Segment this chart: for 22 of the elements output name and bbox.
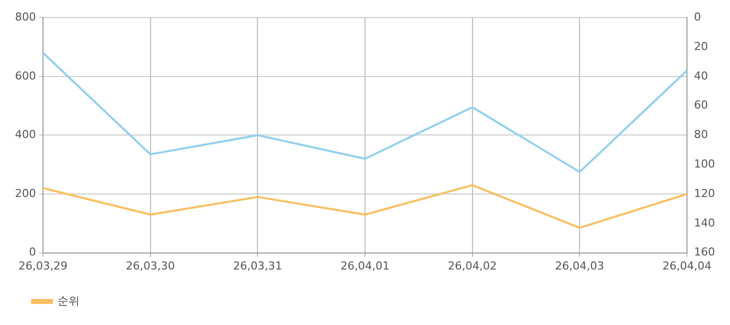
x-tick-label: 26,03,30 <box>126 259 175 272</box>
y2-tick-label: 0 <box>694 10 702 24</box>
y2-tick-label: 100 <box>694 157 716 170</box>
y2-tick-label: 80 <box>694 128 708 142</box>
x-tick-label: 26,04,04 <box>662 259 712 272</box>
y2-tick-label: 120 <box>694 186 716 200</box>
y-tick-label: 400 <box>14 128 36 142</box>
legend-label: 순위 <box>58 294 80 308</box>
y2-tick-label: 60 <box>694 98 708 112</box>
y2-tick-label: 140 <box>694 216 716 230</box>
y2-tick-label: 160 <box>694 246 716 259</box>
y-tick-label: 200 <box>14 186 36 200</box>
y2-tick-label: 40 <box>694 69 708 82</box>
x-tick-label: 26,03,29 <box>18 259 68 272</box>
y-tick-label: 0 <box>28 246 36 259</box>
x-tick-label: 26,03,31 <box>233 259 282 272</box>
y2-tick-label: 20 <box>694 40 708 53</box>
x-tick-label: 26,04,02 <box>448 259 497 272</box>
y-tick-label: 800 <box>14 10 36 24</box>
y-tick-label: 600 <box>14 69 36 82</box>
x-tick-label: 26,04,03 <box>555 259 604 272</box>
x-tick-label: 26,04,01 <box>340 259 390 272</box>
